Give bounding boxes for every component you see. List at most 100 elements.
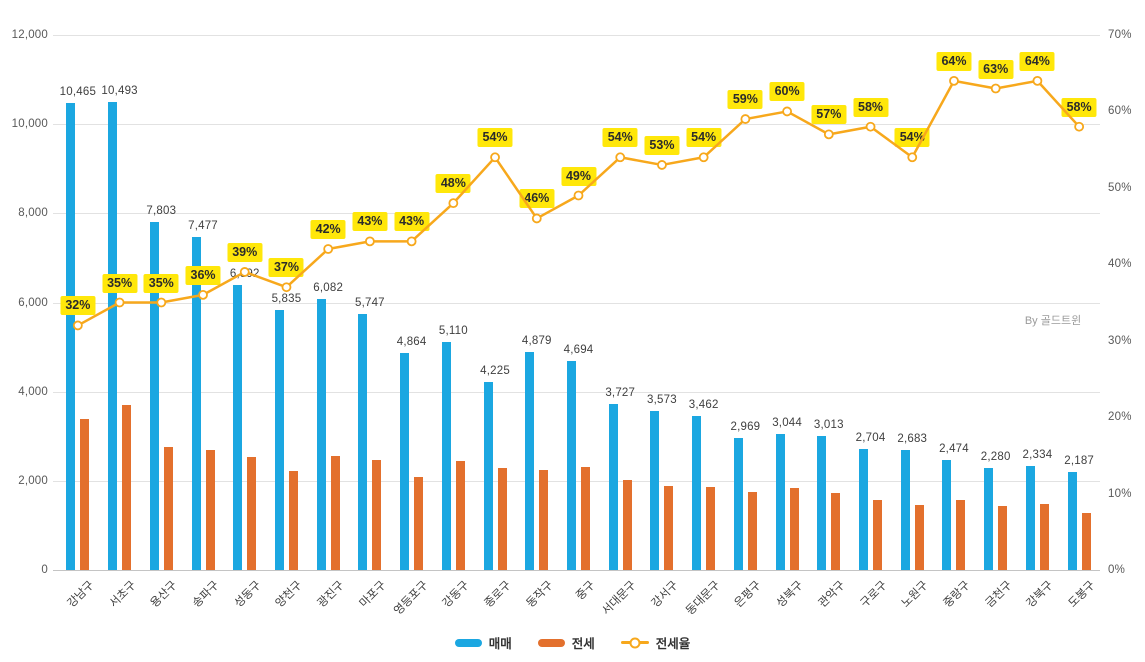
sale-bar [1025,465,1035,570]
sale-value-label: 5,835 [271,292,302,305]
left-axis-tick-label: 10,000 [11,118,48,131]
legend-item-jeonse: 전세 [537,633,595,652]
sale-value-label: 2,683 [897,433,928,446]
sale-bar [358,313,368,570]
right-axis-tick-label: 30% [1108,334,1132,347]
sale-value-label: 5,110 [438,325,468,338]
jeonse-bar [80,419,90,570]
jeonse-bar [455,460,465,570]
left-axis-tick-label: 2,000 [18,474,48,487]
sale-bar [525,352,535,570]
sale-bar [108,102,118,570]
rate-value-label: 35% [143,273,179,293]
right-axis-tick-label: 60% [1108,105,1132,118]
sale-bar [149,222,159,570]
jeonse-bar [747,491,757,570]
jeonse-bar [539,470,549,570]
sale-bar [400,353,410,570]
sale-bar [984,468,994,570]
rate-marker [573,190,584,201]
rate-value-label: 46% [519,189,555,209]
gridline [53,213,1100,215]
sale-value-label: 2,704 [855,432,886,445]
jeonse-bar [163,446,173,570]
sale-bar [817,435,827,570]
rate-value-label: 63% [978,59,1014,79]
rate-marker [823,129,834,140]
rate-line-swatch-icon [620,637,649,648]
rate-value-label: 64% [1019,51,1055,71]
rate-marker-icon [629,637,641,648]
sale-bar [66,103,76,570]
rate-value-label: 57% [811,105,847,125]
rate-marker [782,106,792,117]
rate-value-label: 64% [936,51,972,71]
rate-value-label: 54% [477,128,513,148]
jeonse-bar [622,480,632,570]
rate-marker [531,213,542,224]
jeonse-bar [122,405,132,570]
sale-value-label: 3,013 [813,418,844,431]
legend-item-sale: 매매 [454,633,512,652]
jeonse-bar [831,493,841,570]
left-axis-tick-label: 6,000 [18,296,48,309]
gridline [53,570,1100,571]
sale-bar [608,403,618,570]
sale-bar [567,360,576,570]
rate-value-label: 32% [60,296,96,316]
right-axis-tick-label: 20% [1108,411,1132,424]
rate-marker [281,282,292,293]
jeonse-bar [914,505,924,570]
legend-label-sale: 매매 [488,637,512,651]
sale-value-label: 2,474 [939,442,969,455]
rate-value-label: 43% [394,212,430,232]
gridline [53,124,1100,126]
sale-bar [233,285,243,570]
jeonse-bar [581,467,590,570]
rate-marker [406,236,417,247]
rate-marker [490,152,500,163]
sale-bar [900,450,910,570]
jeonse-bar [664,485,674,570]
rate-marker [907,152,918,163]
gridline [53,391,1100,393]
jeonse-bar [1039,503,1049,570]
jeonse-swatch-icon [537,638,565,647]
sale-value-label: 10,493 [101,85,138,98]
rate-value-label: 58% [853,97,889,117]
jeonse-bar [247,456,257,570]
sale-value-label: 3,044 [772,417,802,430]
sale-bar [441,342,451,570]
watermark: By 골드트윈 [1024,315,1082,327]
jeonse-bar [372,459,382,570]
sale-value-label: 4,694 [563,343,594,356]
jeonse-bar [288,471,298,570]
gridline [53,35,1100,36]
right-axis-tick-label: 70% [1108,29,1132,41]
rate-value-label: 48% [435,174,471,194]
jeonse-bar [873,500,883,570]
sale-value-label: 6,392 [229,268,260,281]
legend-label-rate: 전세율 [655,637,691,651]
sale-value-label: 4,864 [396,336,427,349]
jeonse-bar [998,505,1008,570]
jeonse-bar [497,468,507,570]
jeonse-bar [414,476,424,570]
rate-line [77,79,1081,327]
rate-value-label: 54% [894,128,930,148]
sale-bar [1067,472,1077,570]
sale-swatch-icon [454,638,482,647]
sale-bar [483,381,493,570]
rate-value-label: 60% [769,82,805,102]
sale-value-label: 7,477 [188,219,218,232]
sale-value-label: 2,334 [1022,448,1053,461]
rate-marker [657,160,667,170]
rate-marker [1032,75,1043,86]
sale-value-label: 2,280 [980,451,1011,464]
rate-marker [448,198,459,209]
sale-bar [942,459,952,570]
sale-bar [775,434,785,570]
sale-value-label: 4,225 [480,364,510,377]
rate-value-label: 43% [352,212,388,232]
